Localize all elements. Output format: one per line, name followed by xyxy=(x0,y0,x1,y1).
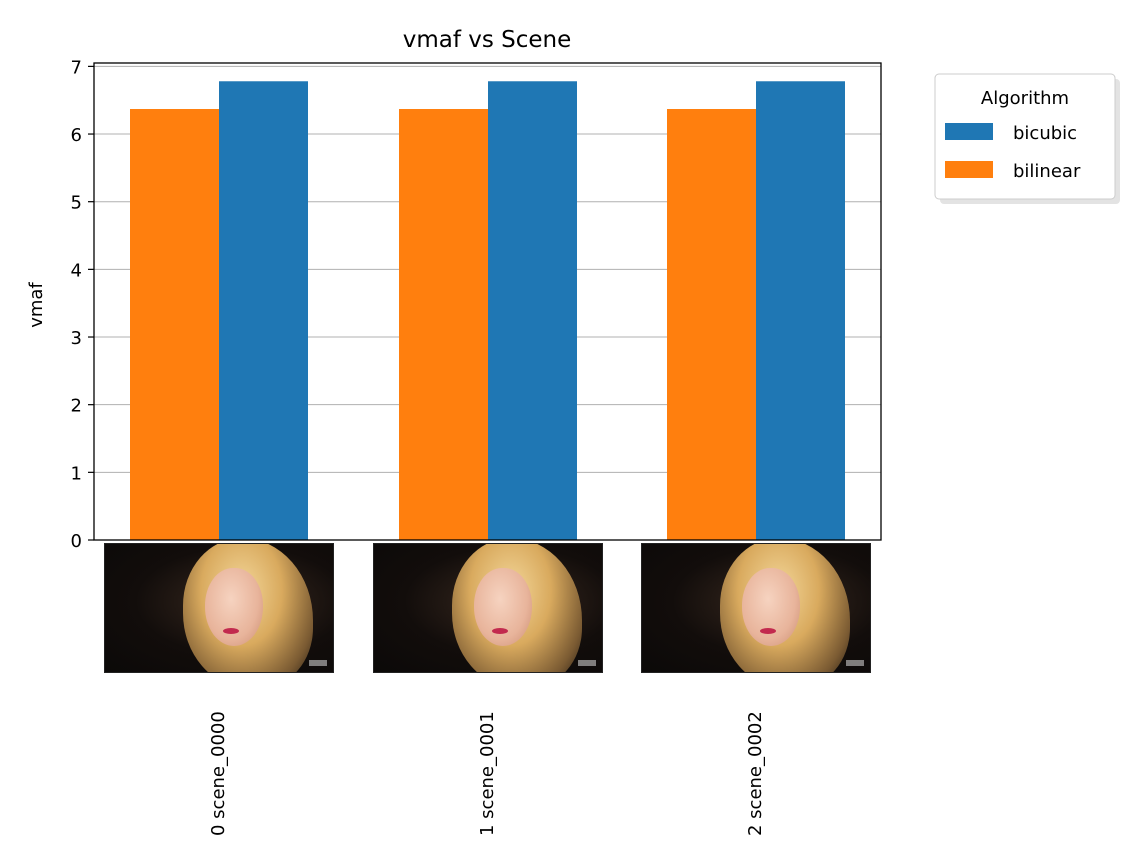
thumbnail-mark xyxy=(846,660,864,666)
y-tick-label: 4 xyxy=(71,260,82,281)
scene-thumbnail-0 xyxy=(104,543,334,673)
legend-swatch-bilinear xyxy=(945,161,993,178)
bars xyxy=(130,81,845,540)
legend-swatch-bicubic xyxy=(945,123,993,140)
y-tick-label: 5 xyxy=(71,193,82,214)
legend-title: Algorithm xyxy=(981,88,1069,109)
bar-bilinear-0 xyxy=(130,109,219,540)
scene-thumbnail-1 xyxy=(373,543,603,673)
scene-thumbnail-2 xyxy=(641,543,871,673)
y-tick-label: 7 xyxy=(71,57,82,78)
x-tick-label: 1 scene_0001 xyxy=(477,711,498,836)
x-tick-label: 2 scene_0002 xyxy=(745,711,766,836)
y-tick-label: 1 xyxy=(71,463,82,484)
thumbnail-mark xyxy=(309,660,327,666)
legend: Algorithm bicubic bilinear xyxy=(935,74,1120,204)
y-axis-label: vmaf xyxy=(26,282,47,328)
legend-label-bicubic: bicubic xyxy=(1013,123,1077,144)
bar-bicubic-1 xyxy=(488,81,577,540)
thumbnail-face xyxy=(474,568,532,646)
bar-bilinear-1 xyxy=(399,109,488,540)
y-tick-label: 6 xyxy=(71,125,82,146)
thumbnail-lip xyxy=(492,628,508,634)
bar-bicubic-2 xyxy=(756,81,845,540)
thumbnail-face xyxy=(205,568,263,646)
y-tick-label: 2 xyxy=(71,396,82,417)
thumbnail-lip xyxy=(760,628,776,634)
y-tick-label: 3 xyxy=(71,328,82,349)
y-axis-ticks: 0 1 2 3 4 5 6 7 xyxy=(71,57,94,552)
thumbnail-face xyxy=(742,568,800,646)
bar-bilinear-2 xyxy=(667,109,756,540)
thumbnail-mark xyxy=(578,660,596,666)
chart-title: vmaf vs Scene xyxy=(403,27,572,53)
y-tick-label: 0 xyxy=(71,531,82,552)
x-tick-label: 0 scene_0000 xyxy=(208,711,229,836)
bar-bicubic-0 xyxy=(219,81,308,540)
thumbnail-lip xyxy=(223,628,239,634)
legend-label-bilinear: bilinear xyxy=(1013,161,1081,182)
